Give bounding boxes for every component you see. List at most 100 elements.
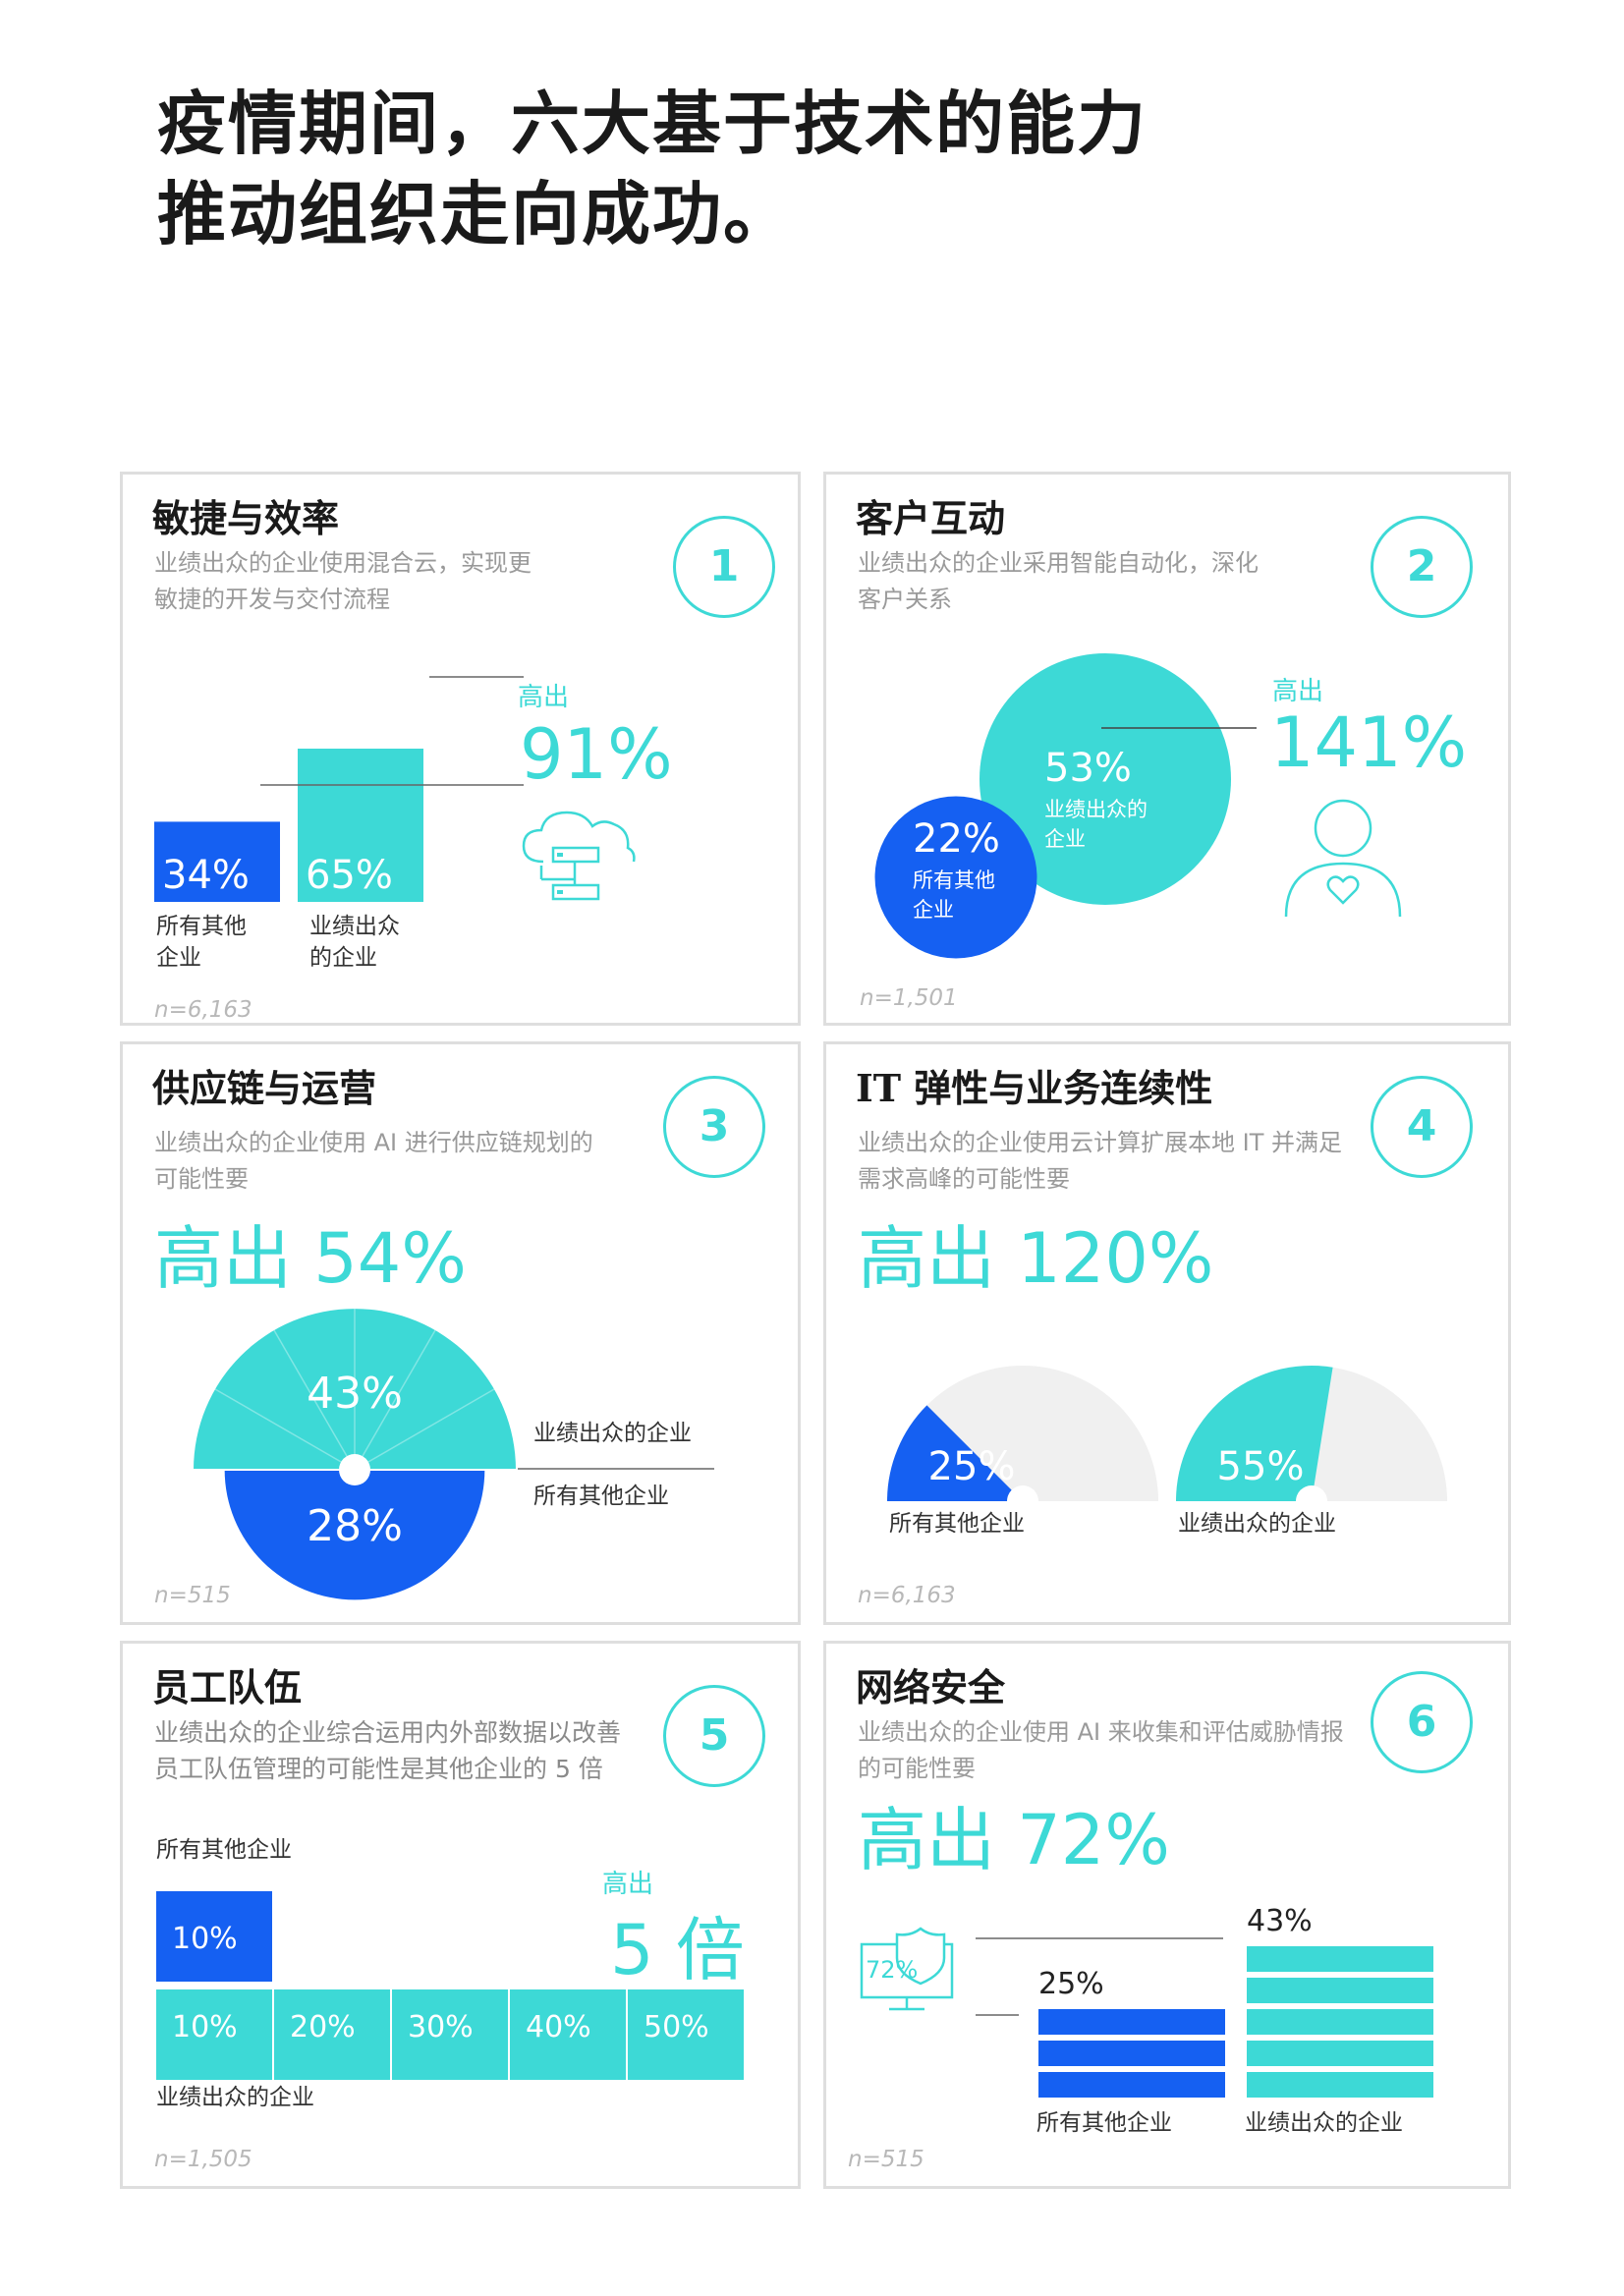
panel-description: 业绩出众的企业使用混合云，实现更 敏捷的开发与交付流程	[154, 545, 532, 618]
higher-label: 高出	[602, 1870, 654, 1899]
desc-line-2: 的可能性要	[858, 1755, 976, 1782]
gauge-value-label: 25%	[928, 1444, 1016, 1489]
panel-agility: 敏捷与效率 业绩出众的企业使用混合云，实现更 敏捷的开发与交付流程 1 34% 6…	[120, 472, 801, 1026]
big-stat: 高出 54%	[154, 1218, 467, 1299]
higher-label: 高出	[1272, 677, 1324, 706]
bar-stripe	[1247, 1946, 1433, 1972]
segment-label: 20%	[290, 2010, 356, 2044]
title-line-2: 推动组织走向成功。	[157, 174, 794, 254]
person-heart-icon	[1274, 795, 1412, 926]
half-circle-other	[224, 1470, 485, 1600]
half-circle-top	[194, 1309, 516, 1470]
sample-size: n=515	[154, 1583, 231, 1608]
panel-it-resilience: IT 弹性与业务连续性 业绩出众的企业使用云计算扩展本地 IT 并满足 需求高峰…	[823, 1041, 1511, 1625]
desc-line-1: 业绩出众的企业使用 AI 来收集和评估威胁情报	[858, 1718, 1344, 1746]
bar-stripe	[1038, 2041, 1225, 2066]
bars-label-top: 业绩出众的企业	[1245, 2110, 1403, 2136]
gauge-label-other: 所有其他企业	[889, 1511, 1025, 1537]
bar-value-label: 34%	[162, 853, 250, 898]
segment-label: 30%	[408, 2010, 474, 2044]
big-stat: 高出 72%	[858, 1800, 1170, 1880]
bar-stripe	[1247, 2009, 1433, 2035]
desc-line-1: 业绩出众的企业使用 AI 进行供应链规划的	[154, 1129, 593, 1156]
panel-number-badge: 1	[673, 516, 775, 618]
desc-line-2: 员工队伍管理的可能性是其他企业的 5 倍	[154, 1755, 603, 1783]
panel-workforce: 员工队伍 业绩出众的企业综合运用内外部数据以改善 员工队伍管理的可能性是其他企业…	[120, 1641, 801, 2189]
panel-heading: 网络安全	[856, 1665, 1006, 1709]
desc-line-1: 业绩出众的企业使用云计算扩展本地 IT 并满足	[858, 1129, 1342, 1156]
panel-description: 业绩出众的企业使用 AI 来收集和评估威胁情报 的可能性要	[858, 1714, 1344, 1787]
panel-heading: 员工队伍	[152, 1665, 303, 1709]
gauge-chart-4: 25% 55%	[887, 1366, 1447, 1517]
bar-stripe	[1038, 2072, 1225, 2098]
top-label: 业绩出众的 企业	[1044, 795, 1148, 854]
panel-heading: 客户互动	[856, 496, 1006, 540]
segment-divider	[214, 1388, 356, 1471]
gauge-hub	[1007, 1485, 1038, 1517]
bar-chart-1: 34% 65%	[154, 676, 524, 902]
monitor-shield-icon	[860, 1923, 958, 2021]
higher-value: 91%	[520, 714, 673, 795]
segment-label: 50%	[644, 2010, 709, 2044]
panel-description: 业绩出众的企业使用 AI 进行供应链规划的 可能性要	[154, 1125, 593, 1198]
top-value: 53%	[1044, 746, 1132, 791]
label-other: 所有其他企业	[156, 1837, 292, 1863]
panel-heading: 敏捷与效率	[152, 496, 340, 540]
sample-size: n=515	[848, 2147, 924, 2172]
big-stat: 高出 120%	[858, 1218, 1214, 1299]
bar-stripe	[1247, 2041, 1433, 2066]
desc-line-2: 可能性要	[154, 1165, 249, 1193]
desc-line-1: 业绩出众的企业使用混合云，实现更	[154, 549, 532, 577]
panel-cybersecurity: 网络安全 业绩出众的企业使用 AI 来收集和评估威胁情报 的可能性要 6 高出 …	[823, 1641, 1511, 2189]
panel-description: 业绩出众的企业使用云计算扩展本地 IT 并满足 需求高峰的可能性要	[858, 1125, 1342, 1198]
panel-heading: 供应链与运营	[152, 1066, 377, 1110]
other-label-line-2: 企业	[913, 898, 954, 922]
panel-number-badge: 3	[663, 1076, 765, 1178]
desc-line-2: 需求高峰的可能性要	[858, 1165, 1070, 1193]
bar-segment	[510, 1989, 626, 2080]
panel-number-badge: 5	[663, 1685, 765, 1787]
bar-label-other: 所有其他 企业	[156, 914, 247, 971]
panel-supply-chain: 供应链与运营 业绩出众的企业使用 AI 进行供应链规划的 可能性要 3 高出 5…	[120, 1041, 801, 1625]
sample-size: n=6,163	[858, 1583, 956, 1608]
sample-size: n=1,505	[154, 2147, 252, 2172]
sample-size: n=1,501	[860, 985, 958, 1011]
bar	[154, 821, 280, 902]
higher-value: 141%	[1270, 702, 1468, 783]
bubble-other	[874, 796, 1037, 959]
gauge-fill	[887, 1405, 1023, 1501]
cloud-server-icon	[516, 801, 644, 923]
bar-label-top: 业绩出众 的企业	[309, 914, 400, 971]
value-label-other: 28%	[307, 1501, 403, 1551]
bar-other-label: 10%	[172, 1922, 238, 1956]
gauge-label-top: 业绩出众的企业	[1178, 1511, 1336, 1537]
top-label-line-2: 企业	[1044, 827, 1086, 851]
other-label: 所有其他 企业	[913, 866, 995, 924]
gauge-hub	[1296, 1485, 1327, 1517]
stacked-bars-chart-6: 25% 43%	[976, 1904, 1433, 2098]
legend-other: 所有其他企业	[533, 1484, 669, 1509]
higher-label: 高出	[518, 683, 570, 712]
top-label-line-1: 业绩出众的	[1044, 798, 1148, 821]
bar-value-label: 65%	[306, 853, 393, 898]
sample-size: n=6,163	[154, 997, 252, 1023]
panel-number-badge: 4	[1371, 1076, 1473, 1178]
gauge-fill	[1176, 1366, 1333, 1501]
desc-line-2: 敏捷的开发与交付流程	[154, 586, 390, 613]
segment-label: 10%	[172, 2010, 238, 2044]
page-title: 疫情期间，六大基于技术的能力 推动组织走向成功。	[157, 79, 1148, 259]
semicircle-chart-3: 43% 28%	[194, 1309, 714, 1600]
desc-line-1: 业绩出众的企业采用智能自动化，深化	[858, 549, 1259, 577]
bubble-top	[980, 653, 1231, 905]
bar-value-label: 25%	[1038, 1967, 1104, 2001]
segment-label: 40%	[526, 2010, 591, 2044]
bar	[298, 749, 423, 902]
segment-divider	[273, 1329, 356, 1471]
bar-stripe	[1247, 2072, 1433, 2098]
bars-label-other: 所有其他企业	[1036, 2110, 1172, 2136]
bubble-chart-2	[874, 653, 1257, 959]
bar-other	[156, 1891, 272, 1982]
bar-segment	[392, 1989, 508, 2080]
segment-chart-5: 10% 10% 20% 30% 40% 50%	[156, 1891, 744, 2080]
bar-segment	[274, 1989, 390, 2080]
